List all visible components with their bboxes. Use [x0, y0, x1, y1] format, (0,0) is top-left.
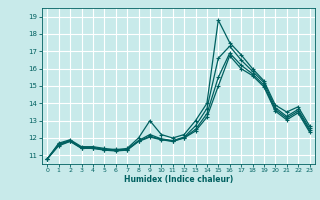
X-axis label: Humidex (Indice chaleur): Humidex (Indice chaleur) [124, 175, 233, 184]
